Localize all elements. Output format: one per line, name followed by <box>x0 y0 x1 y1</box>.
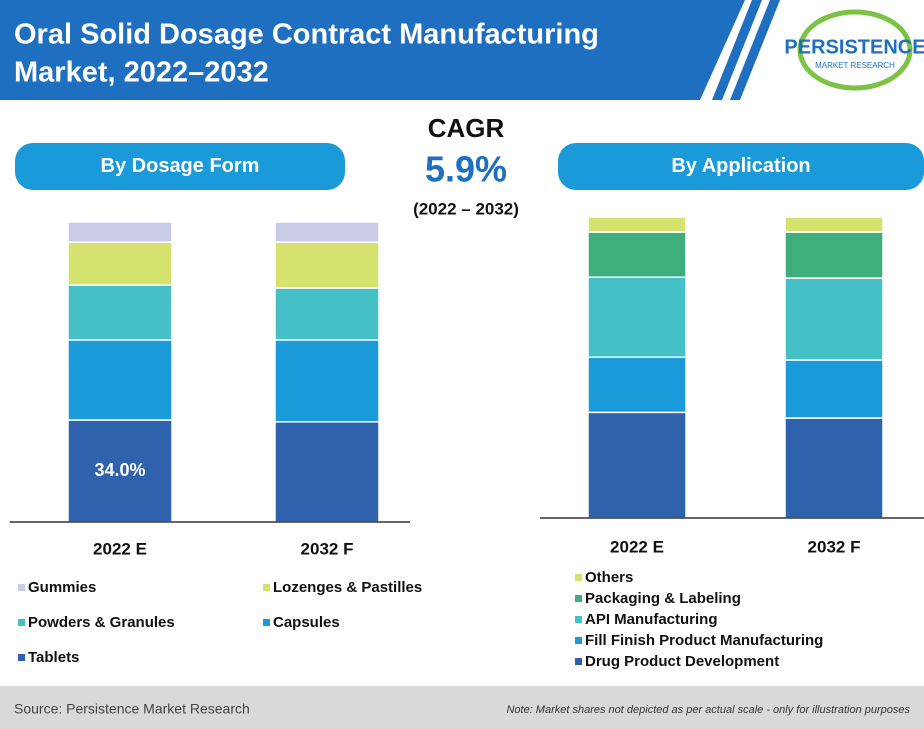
legend-swatch <box>575 595 582 602</box>
bar-segment <box>587 276 687 359</box>
legend-swatch <box>575 574 582 581</box>
header-stripe <box>730 0 780 100</box>
bar-segment <box>274 287 380 341</box>
header-band <box>0 0 745 100</box>
legend-label: Tablets <box>28 649 79 666</box>
legend-swatch <box>575 637 582 644</box>
legend-label: Fill Finish Product Manufacturing <box>585 632 823 649</box>
bar-segment <box>587 216 687 233</box>
x-tick-label: 2022 E <box>93 539 147 558</box>
legend-swatch <box>18 619 25 626</box>
header-stripe <box>712 0 762 100</box>
panel-pill <box>558 143 924 190</box>
legend-label: Others <box>585 569 633 586</box>
x-tick-label: 2032 F <box>301 539 354 558</box>
logo-sub: MARKET RESEARCH <box>815 61 895 70</box>
bar-segment <box>67 284 173 341</box>
logo-ring <box>797 9 913 91</box>
bar-segment <box>274 221 380 243</box>
legend-swatch <box>263 584 270 591</box>
title-line: Market, 2022–2032 <box>14 57 269 89</box>
bar-segment <box>587 356 687 414</box>
cagr-value: 5.9% <box>425 149 507 190</box>
bar-segment <box>784 277 884 361</box>
legend-swatch <box>263 619 270 626</box>
legend-swatch <box>575 658 582 665</box>
legend-label: Packaging & Labeling <box>585 590 741 607</box>
source: Source: Persistence Market Research <box>14 701 250 717</box>
bar-segment <box>274 339 380 423</box>
bar-segment <box>784 216 884 233</box>
bar-segment <box>784 417 884 519</box>
bar-segment <box>587 231 687 278</box>
legend-label: Drug Product Development <box>585 653 779 670</box>
legend-label: Capsules <box>273 614 340 631</box>
cagr-label: CAGR <box>428 113 505 143</box>
note: Note: Market shares not depicted as per … <box>506 704 910 716</box>
cagr-period: (2022 – 2032) <box>413 199 519 218</box>
bar-segment <box>67 221 173 243</box>
bar-segment <box>274 421 380 523</box>
panel-title: By Application <box>671 155 810 177</box>
legend-label: Lozenges & Pastilles <box>273 579 422 596</box>
bar-segment <box>274 241 380 289</box>
bar-segment <box>587 411 687 519</box>
bar-segment <box>67 241 173 286</box>
value-label: 34.0% <box>94 460 145 480</box>
panel-pill <box>15 143 345 190</box>
title-line: Oral Solid Dosage Contract Manufacturing <box>14 19 599 51</box>
legend-swatch <box>18 654 25 661</box>
panel-title: By Dosage Form <box>101 155 260 177</box>
bar-segment <box>784 359 884 419</box>
legend-label: Gummies <box>28 579 96 596</box>
x-tick-label: 2022 E <box>610 537 664 556</box>
legend-label: Powders & Granules <box>28 614 175 631</box>
legend-swatch <box>575 616 582 623</box>
x-tick-label: 2032 F <box>808 537 861 556</box>
legend-swatch <box>18 584 25 591</box>
bar-segment <box>67 339 173 421</box>
bar-segment <box>784 231 884 279</box>
footer-band <box>0 686 924 729</box>
legend-label: API Manufacturing <box>585 611 718 628</box>
logo: PERSISTENCE <box>784 36 924 58</box>
